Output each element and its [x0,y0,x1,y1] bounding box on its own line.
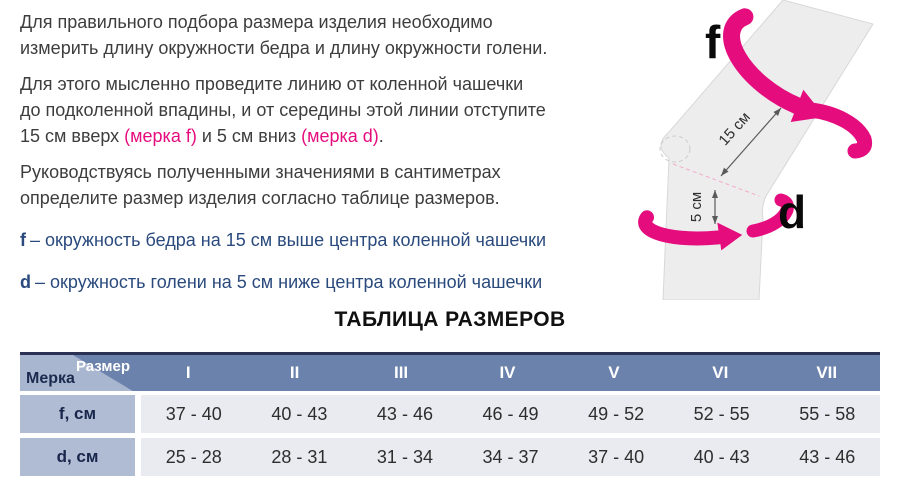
row-label: f, см [20,395,135,433]
text-line: 15 см вверх (мерка f) и 5 см вниз (мерка… [20,123,660,149]
table-header-row: Размер Мерка I II III IV V VI VII [20,355,880,391]
dimension-label-5cm: 5 см [688,192,705,222]
text-line: измерить длину окружности бедра и длину … [20,38,548,58]
definition-letter: f [20,230,26,250]
definition-letter: d [20,272,31,292]
text-fragment: и 5 см вниз [196,126,302,146]
size-value-cell: 34 - 37 [457,438,564,476]
size-value-cell: 52 - 55 [668,395,775,433]
definition-d: d – окружность голени на 5 см ниже центра… [20,269,660,295]
text-fragment: . [378,126,384,146]
text-line: определите размер изделия согласно табли… [20,188,500,208]
instruction-text-column: Для правильного подбора размера изделия … [20,9,660,295]
diagram-label-f: f [705,16,721,68]
mark-f-label: (мерка f) [124,126,197,146]
leg-silhouette [660,0,874,301]
size-value-cell: 40 - 43 [668,438,775,476]
size-column-header: V [608,363,620,382]
size-value-cell: 55 - 58 [774,395,881,433]
calf-measure-band-icon [638,210,743,251]
size-table-title: ТАБЛИЦА РАЗМЕРОВ [334,308,566,331]
size-value-cell: 46 - 49 [457,395,564,433]
text-line: Руководствуясь полученными значениями в … [20,162,501,182]
table-row-f: f, см 37 - 40 40 - 43 43 - 46 46 - 49 49… [20,395,881,433]
size-value-cell: 40 - 43 [246,395,353,433]
size-value-cell: 37 - 40 [141,395,247,433]
size-value-cell: 25 - 28 [141,438,247,476]
knee-dashed-line [672,163,760,197]
corner-measure-label: Мерка [26,370,75,387]
definition-text: – окружность голени на 5 см ниже центра … [35,272,543,292]
cell-separator [135,438,141,476]
size-column-header: I [185,363,191,382]
dimension-arrow-15cm [720,107,782,177]
size-column-header: IV [499,363,516,382]
size-value-cell: 49 - 52 [563,395,669,433]
text-fragment: 15 см вверх [20,126,125,146]
table-corner-cell: Размер Мерка [20,355,135,391]
size-value-cell: 31 - 34 [352,438,458,476]
table-row-d: d, см 25 - 28 28 - 31 31 - 34 34 - 37 37… [20,438,881,476]
mark-d-label: (мерка d) [301,126,379,146]
knee-measure-illustration: 15 см 5 см f d [635,0,900,301]
calf-band-back-icon [746,193,794,238]
size-column-header: VI [712,363,729,382]
size-value-cell: 37 - 40 [563,438,669,476]
cell-separator [135,395,141,433]
size-column-header: VII [816,363,838,382]
paragraph-intro: Для правильного подбора размера изделия … [20,9,660,61]
leg-illustration: 15 см 5 см f d [638,0,874,301]
size-value-cell: 43 - 46 [352,395,458,433]
diagram-label-d: d [778,186,806,238]
paragraph-use-table: Руководствуясь полученными значениями в … [20,159,660,211]
dimension-arrow-5cm [712,190,718,224]
kneecap-dashed-outline [659,135,691,163]
paragraph-measure-how: Для этого мысленно проведите линию от ко… [20,71,660,149]
definition-text: – окружность бедра на 15 см выше центра … [30,230,547,250]
text-line: Для этого мысленно проведите линию от ко… [20,74,524,94]
corner-size-label: Размер [75,358,130,375]
size-value-cell: 43 - 46 [774,438,881,476]
text-line: Для правильного подбора размера изделия … [20,12,493,32]
text-line: до подколенной впадины, и от середины эт… [20,100,546,120]
size-column-header: II [289,363,300,382]
size-value-cell: 28 - 31 [246,438,353,476]
row-separator [20,433,880,438]
size-table: Размер Мерка I II III IV V VI VII f, см … [20,352,881,476]
thigh-band-back-icon [803,102,873,159]
row-label: d, см [20,438,135,476]
row-separator [20,391,880,395]
table-top-border [20,352,880,355]
definition-f: f – окружность бедра на 15 см выше центра… [20,227,660,253]
size-column-header: III [393,363,409,382]
